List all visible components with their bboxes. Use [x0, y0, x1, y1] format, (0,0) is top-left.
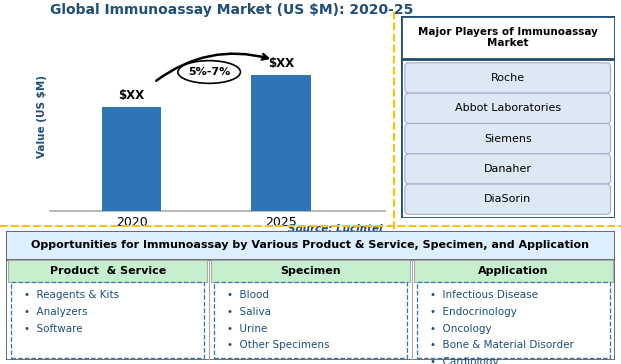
- Text: Opportunities for Immunoassay by Various Product & Service, Specimen, and Applic: Opportunities for Immunoassay by Various…: [32, 240, 589, 250]
- FancyBboxPatch shape: [211, 260, 410, 282]
- Text: DiaSorin: DiaSorin: [484, 194, 532, 204]
- Text: Specimen: Specimen: [280, 266, 341, 276]
- Text: $XX: $XX: [268, 57, 294, 70]
- Text: Global Immunoassay Market (US $M): 2020-25: Global Immunoassay Market (US $M): 2020-…: [50, 3, 413, 16]
- FancyBboxPatch shape: [405, 184, 610, 214]
- Text: •  Blood: • Blood: [227, 290, 270, 300]
- Ellipse shape: [178, 61, 240, 83]
- FancyBboxPatch shape: [11, 282, 204, 358]
- FancyBboxPatch shape: [401, 16, 615, 59]
- FancyBboxPatch shape: [401, 16, 615, 218]
- Text: •  Analyzers: • Analyzers: [24, 307, 88, 317]
- Text: Major Players of Immunoassay
Market: Major Players of Immunoassay Market: [418, 27, 597, 48]
- Text: •  Oncology: • Oncology: [430, 324, 492, 333]
- FancyBboxPatch shape: [405, 93, 610, 123]
- Y-axis label: Value (US $M): Value (US $M): [37, 75, 47, 158]
- FancyBboxPatch shape: [6, 231, 615, 360]
- Text: •  Infectious Disease: • Infectious Disease: [430, 290, 538, 300]
- Text: •  Saliva: • Saliva: [227, 307, 271, 317]
- Text: •  Other Specimens: • Other Specimens: [227, 340, 330, 350]
- FancyBboxPatch shape: [405, 154, 610, 184]
- Text: $XX: $XX: [119, 89, 145, 102]
- Text: •  Software: • Software: [24, 324, 83, 333]
- Text: Siemens: Siemens: [484, 134, 532, 144]
- FancyBboxPatch shape: [6, 231, 615, 260]
- Text: Roche: Roche: [491, 73, 525, 83]
- Bar: [251, 75, 310, 211]
- FancyBboxPatch shape: [417, 282, 610, 358]
- Text: Abbot Laboratories: Abbot Laboratories: [455, 103, 561, 113]
- FancyBboxPatch shape: [8, 260, 207, 282]
- Text: 5%-7%: 5%-7%: [188, 67, 230, 77]
- Text: •  Cardiology: • Cardiology: [430, 357, 499, 364]
- Text: Source: Lucintel: Source: Lucintel: [288, 224, 382, 234]
- Text: Danaher: Danaher: [484, 164, 532, 174]
- Text: Product  & Service: Product & Service: [50, 266, 166, 276]
- FancyBboxPatch shape: [405, 63, 610, 93]
- Text: •  Urine: • Urine: [227, 324, 268, 333]
- FancyBboxPatch shape: [405, 123, 610, 154]
- FancyBboxPatch shape: [214, 282, 407, 358]
- Text: •  Bone & Material Disorder: • Bone & Material Disorder: [430, 340, 574, 350]
- Text: •  Reagents & Kits: • Reagents & Kits: [24, 290, 120, 300]
- Text: Application: Application: [478, 266, 548, 276]
- Text: •  Endocrinology: • Endocrinology: [430, 307, 517, 317]
- FancyBboxPatch shape: [414, 260, 613, 282]
- Bar: [102, 107, 161, 211]
